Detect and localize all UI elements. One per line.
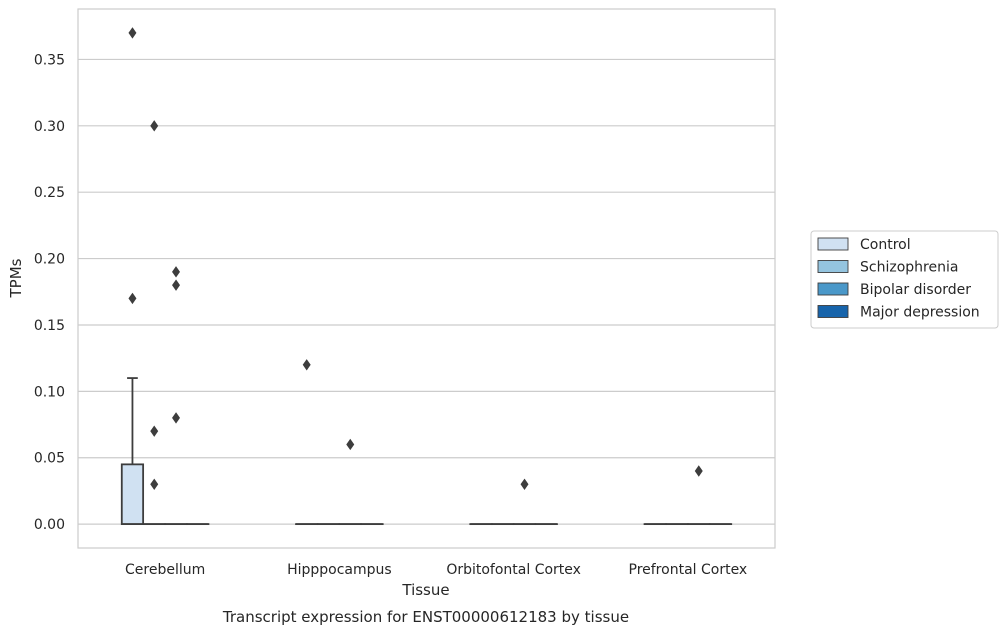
y-tick-label: 0.15 xyxy=(34,318,65,334)
outlier-point xyxy=(520,478,529,490)
x-tick-label: Orbitofontal Cortex xyxy=(446,562,581,578)
y-tick-label: 0.25 xyxy=(34,185,65,201)
plot-area xyxy=(78,9,775,548)
x-tick-label: Cerebellum xyxy=(125,562,205,578)
y-tick-label: 0.05 xyxy=(34,451,65,467)
legend-item: Bipolar disorder xyxy=(817,282,971,298)
x-axis-label: Tissue xyxy=(401,581,449,599)
legend-label: Control xyxy=(860,237,911,253)
y-tick-label: 0.30 xyxy=(34,119,65,135)
legend-swatch xyxy=(817,305,849,318)
outlier-point xyxy=(150,120,159,132)
legend-swatch xyxy=(817,237,849,251)
outlier-point xyxy=(128,292,137,305)
y-tick-label: 0.35 xyxy=(34,52,65,68)
legend: Control Schizophrenia Bipolar disorder Majo… xyxy=(810,230,999,329)
grid-lines xyxy=(78,58,775,525)
outlier-point xyxy=(172,279,181,291)
legend-frame xyxy=(810,230,999,329)
y-tick-label: 0.10 xyxy=(34,384,65,400)
outlier-point xyxy=(150,425,159,437)
outlier-point xyxy=(150,478,159,490)
box-marks xyxy=(120,27,733,526)
x-tick-labels: Cerebellum Hipppocampus Orbitofontal Corte… xyxy=(125,562,747,578)
legend-label: Bipolar disorder xyxy=(860,282,971,298)
x-tick-label: Hipppocampus xyxy=(287,562,392,578)
legend-swatch xyxy=(817,282,849,296)
y-axis-label: TPMs xyxy=(7,258,25,298)
legend-swatch xyxy=(817,260,849,273)
outlier-point xyxy=(346,438,355,451)
x-tick-label: Prefrontal Cortex xyxy=(629,562,748,578)
outlier-point xyxy=(302,359,311,371)
legend-item: Control xyxy=(817,237,911,253)
outlier-point xyxy=(694,465,703,477)
chart-caption: Transcript expression for ENST0000061218… xyxy=(222,608,629,626)
box-body xyxy=(120,463,145,526)
legend-item: Schizophrenia xyxy=(817,260,958,276)
y-tick-label: 0.00 xyxy=(34,517,65,533)
outlier-point xyxy=(172,266,181,278)
y-tick-labels: 0.00 0.05 0.10 0.15 0.20 0.25 0.30 0.35 xyxy=(34,52,65,533)
legend-item: Major depression xyxy=(817,305,980,321)
legend-label: Schizophrenia xyxy=(860,260,958,276)
plot-frame xyxy=(77,8,776,549)
legend-label: Major depression xyxy=(860,305,980,321)
box-0-0 xyxy=(120,27,145,526)
y-tick-label: 0.20 xyxy=(34,252,65,268)
outlier-point xyxy=(128,27,137,39)
outlier-point xyxy=(172,412,181,424)
